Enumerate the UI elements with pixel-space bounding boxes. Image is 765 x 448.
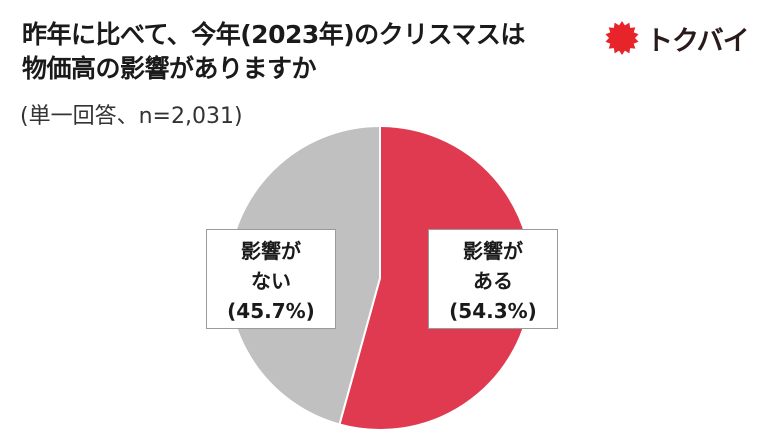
label-not-affected-line1: 影響が bbox=[241, 239, 301, 263]
label-not-affected: 影響が ない (45.7%) bbox=[206, 229, 336, 329]
chart-subtitle: (単一回答、n=2,031) bbox=[20, 104, 243, 129]
label-affected: 影響が ある (54.3%) bbox=[428, 229, 558, 329]
chart-title: 昨年に比べて、今年(2023年)のクリスマスは 物価高の影響がありますか bbox=[22, 18, 592, 86]
title-line-1: 昨年に比べて、今年(2023年)のクリスマスは bbox=[22, 20, 525, 49]
label-affected-value: (54.3%) bbox=[449, 299, 537, 323]
label-affected-line2: ある bbox=[473, 269, 513, 293]
title-line-2: 物価高の影響がありますか bbox=[22, 54, 317, 83]
label-not-affected-line2: ない bbox=[251, 269, 291, 293]
tokubai-logo: トクバイ bbox=[604, 18, 750, 58]
logo-text: トクバイ bbox=[646, 25, 750, 57]
label-affected-line1: 影響が bbox=[463, 239, 523, 263]
label-not-affected-value: (45.7%) bbox=[227, 299, 315, 323]
red-sunburst-icon bbox=[605, 21, 639, 55]
